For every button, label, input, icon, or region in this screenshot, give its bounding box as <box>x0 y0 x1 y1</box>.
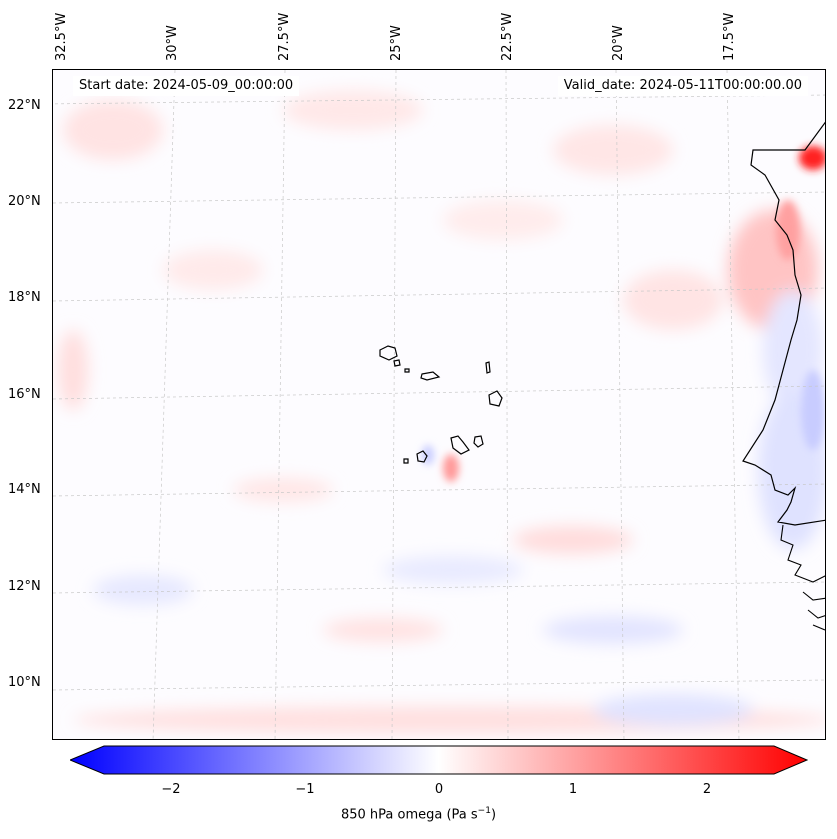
lon-label-32-5w: 32.5°W <box>54 12 69 61</box>
valid-date-label: Valid_date: 2024-05-11T00:00:00.00 <box>557 76 808 96</box>
map-panel <box>52 69 826 740</box>
lon-label-25w: 25°W <box>389 25 404 61</box>
colorbar-tick-neg2: −2 <box>161 782 181 797</box>
colorbar <box>70 745 808 775</box>
colorbar-tick-0: 0 <box>434 782 444 797</box>
lon-label-17-5w: 17.5°W <box>722 12 737 61</box>
colorbar-tick-1: 1 <box>568 782 578 797</box>
lat-label-22n: 22°N <box>8 98 41 113</box>
africa-coastline <box>742 121 825 526</box>
start-date-label: Start date: 2024-05-09_00:00:00 <box>73 76 300 96</box>
colorbar-gradient <box>70 745 808 775</box>
lat-label-10n: 10°N <box>8 675 41 690</box>
guinea-coastline <box>780 524 825 631</box>
cape-verde-islands <box>379 345 503 464</box>
lat-label-16n: 16°N <box>8 387 41 402</box>
map-background <box>53 70 825 739</box>
lat-label-18n: 18°N <box>8 290 41 305</box>
lat-label-20n: 20°N <box>8 194 41 209</box>
graticule <box>53 70 825 739</box>
colorbar-tick-neg1: −1 <box>295 782 315 797</box>
omega-field-map <box>53 70 825 739</box>
lon-label-22-5w: 22.5°W <box>500 12 515 61</box>
lon-label-27-5w: 27.5°W <box>277 12 292 61</box>
omega-field-strong-patches <box>422 146 825 482</box>
lat-label-14n: 14°N <box>8 482 41 497</box>
colorbar-label: 850 hPa omega (Pa s−1) <box>340 806 497 823</box>
omega-field-patches <box>58 90 825 734</box>
lon-label-30w: 30°W <box>165 25 180 61</box>
lon-label-20w: 20°W <box>611 25 626 61</box>
colorbar-tick-2: 2 <box>702 782 712 797</box>
lat-label-12n: 12°N <box>8 579 41 594</box>
